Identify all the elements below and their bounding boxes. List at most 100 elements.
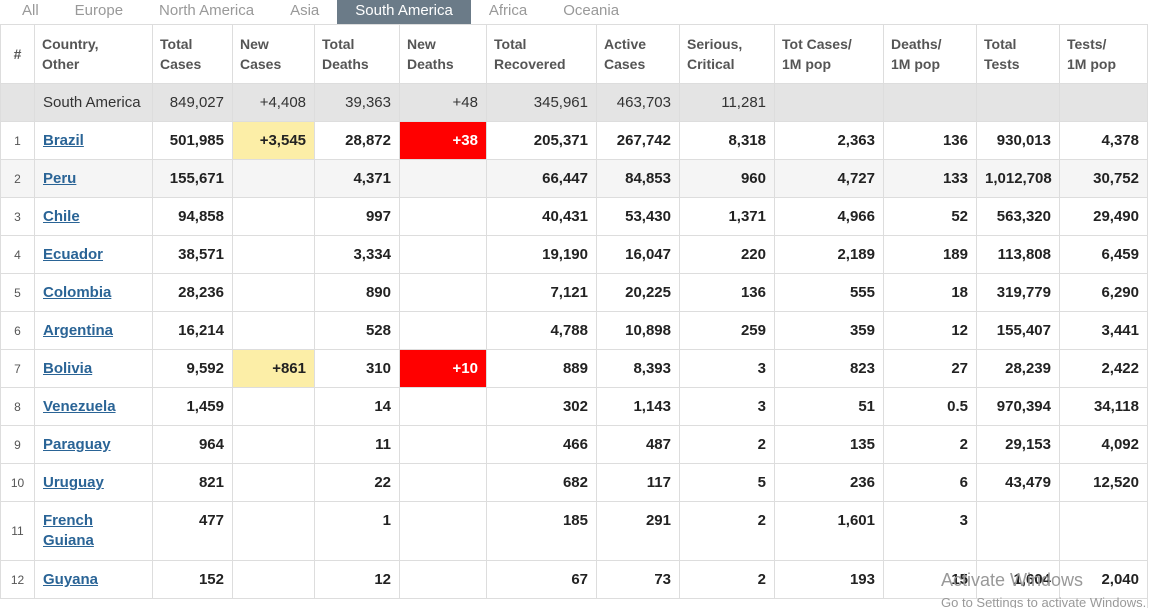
header-text: Deaths (322, 56, 369, 72)
column-header[interactable]: Tot Cases/1M pop (774, 24, 884, 84)
region-tab[interactable]: Asia (290, 2, 320, 19)
country-link[interactable]: Brazil (43, 132, 84, 149)
value-cell: 310 (314, 349, 400, 388)
value-cell: 12,520 (1059, 463, 1148, 502)
column-header[interactable]: Active Cases (596, 24, 680, 84)
value-cell: 220 (679, 235, 775, 274)
country-cell: Argentina (34, 311, 153, 350)
country-link[interactable]: Guyana (43, 571, 99, 588)
value-cell: 2 (883, 425, 977, 464)
header-text: 1M pop (891, 56, 940, 72)
country-link[interactable]: Venezuela (43, 398, 116, 415)
value-cell: 6 (883, 463, 977, 502)
country-cell: Chile (34, 197, 153, 236)
column-header[interactable]: New Deaths (399, 24, 487, 84)
row-number: 7 (0, 349, 35, 388)
value-cell: 136 (679, 273, 775, 312)
country-link[interactable]: Paraguay (43, 436, 111, 453)
country-link[interactable]: Uruguay (43, 474, 104, 491)
value-cell (1059, 501, 1148, 561)
table-wrap: # Country, Other Total Cases New Cases Total Dea… (0, 24, 1157, 608)
next-column-edge (1147, 24, 1157, 608)
value-cell (232, 387, 315, 426)
country-row: 4 Ecuador 38,571 3,334 19,190 16,047 220 2,189 1… (0, 235, 1148, 274)
value-cell: 267,742 (596, 121, 680, 160)
value-cell: 889 (486, 349, 597, 388)
country-cell: Guyana (34, 560, 153, 599)
value-cell (232, 463, 315, 502)
value-cell: 3 (679, 387, 775, 426)
value-cell (232, 197, 315, 236)
country-row: 2 Peru 155,671 4,371 66,447 84,853 960 4,727 133… (0, 159, 1148, 198)
value-cell (232, 311, 315, 350)
header-text: Serious, (687, 36, 743, 52)
value-cell: 528 (314, 311, 400, 350)
region-tab[interactable]: Oceania (563, 2, 620, 19)
value-cell: 2,363 (774, 121, 884, 160)
column-header[interactable]: Total Cases (152, 24, 233, 84)
value-cell: 4,966 (774, 197, 884, 236)
value-cell: 9,592 (152, 349, 233, 388)
value-cell: 16,214 (152, 311, 233, 350)
region-tab[interactable]: Europe (74, 2, 124, 19)
country-row: 9 Paraguay 964 11 466 487 2 135 2 29,153 4,092 (0, 425, 1148, 464)
value-cell: 259 (679, 311, 775, 350)
value-cell: 463,703 (596, 83, 680, 122)
value-cell: 2,422 (1059, 349, 1148, 388)
country-link[interactable]: Peru (43, 170, 77, 187)
value-cell (774, 83, 884, 122)
value-cell: 19,190 (486, 235, 597, 274)
value-cell: +10 (399, 349, 487, 388)
header-text: 1M pop (1067, 56, 1116, 72)
value-cell: +38 (399, 121, 487, 160)
header-row: # Country, Other Total Cases New Cases Total Dea… (0, 24, 1148, 84)
column-header[interactable]: Serious, Critical (679, 24, 775, 84)
region-tab[interactable]: North America (159, 2, 255, 19)
value-cell: 291 (596, 501, 680, 561)
value-cell: 555 (774, 273, 884, 312)
region-tab[interactable]: Africa (488, 2, 528, 19)
row-number (0, 83, 35, 122)
country-link[interactable]: Argentina (43, 322, 114, 339)
value-cell: 7,121 (486, 273, 597, 312)
value-cell (232, 159, 315, 198)
row-number: 10 (0, 463, 35, 502)
value-cell: 189 (883, 235, 977, 274)
column-header[interactable]: Total Tests (976, 24, 1060, 84)
column-header[interactable]: Total Deaths (314, 24, 400, 84)
column-header[interactable]: Tests/1M pop (1059, 24, 1148, 84)
column-header[interactable]: Deaths/1M pop (883, 24, 977, 84)
country-link[interactable]: French Guiana (43, 512, 94, 549)
region-tab[interactable]: South America (337, 0, 471, 24)
country-link[interactable]: Ecuador (43, 246, 104, 263)
value-cell: 302 (486, 387, 597, 426)
value-cell (399, 197, 487, 236)
country-cell: Brazil (34, 121, 153, 160)
country-link[interactable]: Colombia (43, 284, 112, 301)
value-cell: 67 (486, 560, 597, 599)
column-header[interactable]: Total Recovered (486, 24, 597, 84)
column-header[interactable]: New Cases (232, 24, 315, 84)
value-cell: +3,545 (232, 121, 315, 160)
value-cell: 2,189 (774, 235, 884, 274)
value-cell: 28,236 (152, 273, 233, 312)
column-header[interactable]: # (0, 24, 35, 84)
value-cell: 3 (883, 501, 977, 561)
region-tab[interactable]: All (22, 2, 39, 19)
value-cell: 1,601 (774, 501, 884, 561)
header-text: New (407, 36, 436, 52)
row-number: 5 (0, 273, 35, 312)
country-cell: Uruguay (34, 463, 153, 502)
value-cell: 930,013 (976, 121, 1060, 160)
value-cell (232, 501, 315, 561)
value-cell: 53,430 (596, 197, 680, 236)
column-header[interactable]: Country, Other (34, 24, 153, 84)
header-text: 1M pop (782, 56, 831, 72)
header-text: Tests (984, 56, 1020, 72)
country-link[interactable]: Chile (43, 208, 80, 225)
header-text: Deaths (407, 56, 454, 72)
value-cell: 3 (679, 349, 775, 388)
watermark-title: Activate Windows (941, 570, 1084, 590)
country-link[interactable]: Bolivia (43, 360, 93, 377)
